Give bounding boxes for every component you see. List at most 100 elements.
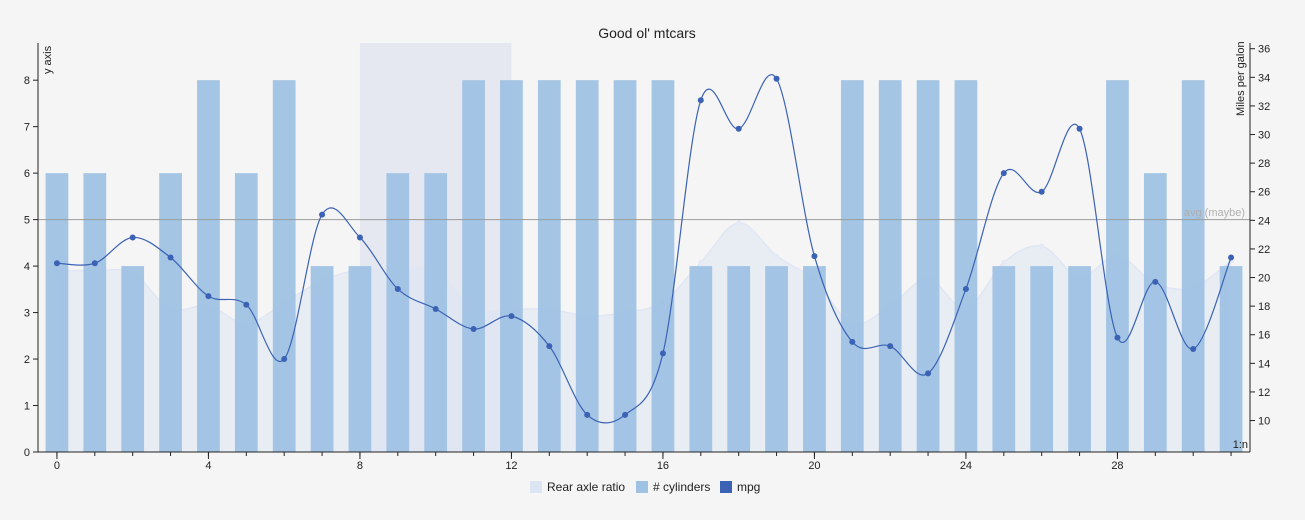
y-right-tick-label: 22 — [1258, 244, 1270, 256]
x-tick-label: 12 — [505, 460, 517, 472]
cylinders-bar — [197, 80, 220, 452]
mpg-point — [356, 234, 363, 241]
cylinders-bar — [272, 80, 296, 452]
mpg-point — [470, 326, 477, 333]
cylinders-bar — [803, 266, 826, 452]
y-axis-left-title: y axis — [42, 45, 54, 74]
cylinders-bar — [613, 80, 637, 452]
y-right-tick-label: 24 — [1258, 215, 1270, 227]
legend-item-cylinders[interactable]: # cylinders — [636, 480, 710, 494]
mpg-point — [1152, 278, 1159, 285]
x-tick-label: 16 — [657, 460, 669, 472]
rear-axle-point — [736, 220, 742, 226]
mpg-point — [735, 125, 742, 132]
mpg-point — [319, 211, 326, 218]
y-right-tick-label: 28 — [1258, 158, 1270, 170]
mpg-point — [129, 234, 136, 241]
cylinders-bar — [424, 173, 448, 453]
y-right-tick-label: 32 — [1258, 101, 1270, 113]
corner-label: 1:n — [1233, 439, 1248, 451]
rear-axle-point — [698, 259, 704, 265]
y-right-tick-label: 30 — [1258, 130, 1270, 142]
mpg-point — [962, 285, 969, 292]
x-tick-label: 4 — [205, 460, 211, 472]
cylinders-bar — [121, 266, 145, 452]
y-left-tick-label: 7 — [24, 122, 30, 134]
cylinders-bar — [1143, 173, 1167, 453]
x-tick-label: 28 — [1111, 460, 1123, 472]
y-left-tick-label: 4 — [24, 261, 30, 273]
x-tick-label: 24 — [960, 460, 972, 472]
cylinders-bar — [1068, 266, 1091, 452]
y-right-tick-label: 14 — [1258, 358, 1270, 370]
legend-swatch-mpg — [720, 481, 732, 493]
cylinders-bar — [727, 266, 751, 452]
y-left-tick-label: 2 — [24, 354, 30, 366]
mpg-point — [811, 253, 818, 260]
y-left-tick-label: 0 — [24, 447, 30, 459]
mpg-point — [1038, 188, 1045, 195]
y-axis-right-title: Miles per galon — [1235, 41, 1247, 116]
cylinders-bar — [992, 266, 1016, 452]
y-left-tick-label: 5 — [24, 215, 30, 227]
mpg-point — [281, 356, 288, 363]
y-left-tick-label: 6 — [24, 168, 30, 180]
rear-axle-point — [1001, 259, 1007, 265]
cylinders-bar — [83, 173, 107, 453]
mpg-point — [887, 343, 894, 350]
mpg-point — [1228, 254, 1235, 261]
mpg-point — [394, 285, 401, 292]
legend-item-rear-axle[interactable]: Rear axle ratio — [530, 480, 625, 494]
mpg-point — [1000, 170, 1007, 177]
avg-line-label: avg (maybe) — [1184, 207, 1245, 219]
mpg-point — [508, 313, 515, 320]
mpg-point — [584, 411, 591, 418]
legend-label-mpg: mpg — [737, 480, 760, 494]
cylinders-bar — [1106, 80, 1129, 452]
y-left-tick-label: 8 — [24, 75, 30, 87]
legend: Rear axle ratio # cylinders mpg — [530, 480, 760, 494]
mpg-point — [849, 338, 856, 345]
mpg-point — [1114, 334, 1121, 341]
legend-label-rear-axle: Rear axle ratio — [547, 480, 625, 494]
cylinders-bar — [462, 80, 485, 452]
mpg-line-layer — [53, 74, 1235, 424]
y-right-tick-label: 20 — [1258, 273, 1270, 285]
legend-item-mpg[interactable]: mpg — [720, 480, 760, 494]
cylinders-bar — [840, 80, 864, 452]
y-right-tick-label: 34 — [1258, 72, 1270, 84]
y-right-tick-label: 10 — [1258, 416, 1270, 428]
mpg-point — [546, 343, 553, 350]
cylinders-bar — [878, 80, 902, 452]
chart-title: Good ol' mtcars — [598, 25, 696, 41]
cylinders-bar — [1181, 80, 1205, 452]
cylinders-bar — [159, 173, 182, 453]
x-tick-label: 8 — [357, 460, 363, 472]
cylinders-bar — [537, 80, 561, 452]
mpg-point — [1076, 125, 1083, 132]
cylinders-bar — [651, 80, 675, 452]
cylinders-bar — [386, 173, 410, 453]
x-tick-label: 0 — [54, 460, 60, 472]
cylinders-bar — [689, 266, 713, 452]
y-right-tick-label: 12 — [1258, 387, 1270, 399]
cylinders-bar — [954, 80, 978, 452]
mpg-point — [659, 350, 666, 357]
cylinders-bar — [1219, 266, 1243, 452]
y-right-tick-label: 16 — [1258, 330, 1270, 342]
mpg-point — [53, 260, 60, 267]
cylinders-bar — [1030, 266, 1054, 452]
mpg-point — [91, 260, 98, 267]
legend-swatch-cylinders — [636, 481, 648, 493]
legend-swatch-rear-axle — [530, 481, 542, 493]
cylinders-bar — [765, 266, 788, 452]
rear-axle-point — [1039, 243, 1045, 249]
legend-label-cylinders: # cylinders — [653, 480, 710, 494]
mpg-point — [243, 301, 250, 308]
cylinders-bar — [916, 80, 940, 452]
cylinders-bar-layer — [45, 80, 1243, 453]
y-left-tick-label: 1 — [24, 401, 30, 413]
y-left-tick-label: 3 — [24, 308, 30, 320]
